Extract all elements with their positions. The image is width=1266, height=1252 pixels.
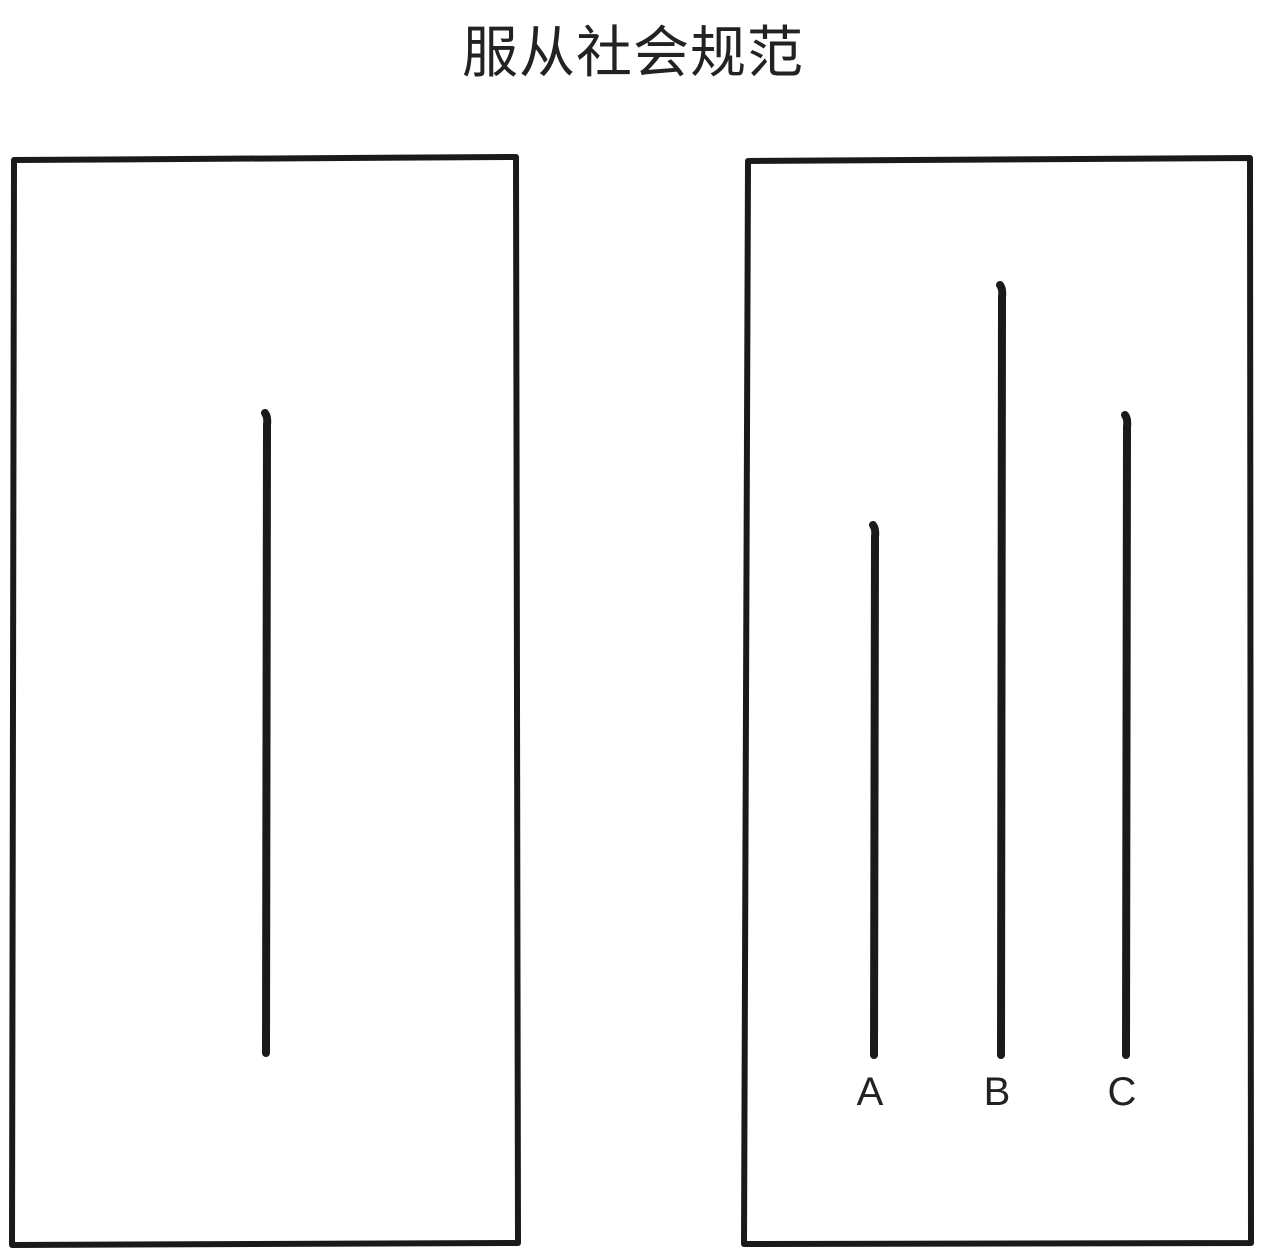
reference-line-group xyxy=(261,409,272,1057)
reference-line xyxy=(261,409,272,1057)
comparison-line-a xyxy=(869,521,880,1059)
page-title: 服从社会规范 xyxy=(462,21,804,86)
comparison-card-frame xyxy=(741,155,1254,1247)
comparison-label-group: A B C xyxy=(857,1070,1137,1114)
comparison-label-c: C xyxy=(1108,1070,1137,1114)
reference-card xyxy=(9,154,521,1248)
comparison-card: A B C xyxy=(741,155,1254,1247)
comparison-line-b xyxy=(996,281,1007,1059)
comparison-line-group xyxy=(869,281,1132,1059)
comparison-line-c xyxy=(1121,411,1132,1059)
comparison-label-b: B xyxy=(984,1070,1011,1114)
comparison-label-a: A xyxy=(857,1070,884,1114)
reference-card-frame xyxy=(9,154,521,1248)
